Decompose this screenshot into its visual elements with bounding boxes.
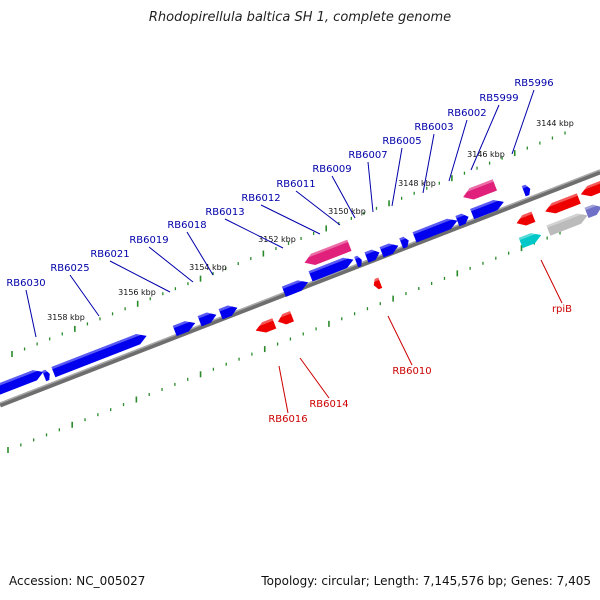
topology-summary: Topology: circular; Length: 7,145,576 bp… xyxy=(261,574,591,588)
forward-gene-13[interactable] xyxy=(412,215,460,243)
reverse-gene-2[interactable] xyxy=(276,311,294,327)
gene-features xyxy=(0,179,600,396)
label-rb5996-leader xyxy=(511,89,535,155)
label-rb6007-leader xyxy=(367,161,374,213)
label-rb6002-leader xyxy=(448,119,468,182)
grey-gene[interactable] xyxy=(546,210,589,236)
label-rb6021[interactable]: RB6021 xyxy=(90,249,129,260)
pink-gene-2[interactable] xyxy=(460,179,498,202)
label-rb6030-leader xyxy=(25,289,37,338)
label-rb6009-leader xyxy=(331,175,356,219)
forward-gene-9[interactable] xyxy=(354,254,364,268)
label-rpib-leader xyxy=(540,259,563,304)
cyan-gene[interactable] xyxy=(518,229,543,249)
forward-gene-8[interactable] xyxy=(308,254,356,282)
label-rb6010-leader xyxy=(387,315,413,366)
forward-gene-12[interactable] xyxy=(399,235,410,249)
label-rb6019[interactable]: RB6019 xyxy=(129,235,168,246)
forward-gene-15[interactable] xyxy=(470,196,506,220)
label-rb6025-leader xyxy=(69,274,100,317)
forward-gene-6[interactable] xyxy=(218,302,240,320)
label-rb6013-leader xyxy=(224,218,284,249)
label-rb6012[interactable]: RB6012 xyxy=(241,193,280,204)
label-rpib[interactable]: rpiB xyxy=(552,304,572,315)
label-rb6013[interactable]: RB6013 xyxy=(205,207,244,218)
label-rb6003[interactable]: RB6003 xyxy=(414,122,453,133)
label-rb6007[interactable]: RB6007 xyxy=(348,150,387,161)
label-rb6018-leader xyxy=(186,231,214,276)
label-rb6016-leader xyxy=(278,365,289,414)
label-rb5999-leader xyxy=(470,104,500,171)
label-rb6014[interactable]: RB6014 xyxy=(309,399,348,410)
forward-gene-2[interactable] xyxy=(42,368,52,382)
kbp-label: 3148 kbp xyxy=(398,179,436,188)
reverse-gene-3[interactable] xyxy=(371,277,383,291)
label-rb6011[interactable]: RB6011 xyxy=(276,179,315,190)
violet-gene[interactable] xyxy=(584,201,600,219)
label-rb6005-leader xyxy=(391,147,403,207)
pink-gene-1[interactable] xyxy=(302,239,352,269)
label-rb6012-leader xyxy=(260,204,321,235)
kbp-label: 3156 kbp xyxy=(118,288,156,297)
kbp-label: 3150 kbp xyxy=(328,207,366,216)
label-rb6019-leader xyxy=(148,246,194,283)
kbp-label: 3146 kbp xyxy=(467,150,505,159)
label-rb5996[interactable]: RB5996 xyxy=(514,78,553,89)
forward-gene-10[interactable] xyxy=(364,247,381,263)
label-rb6030[interactable]: RB6030 xyxy=(6,278,45,289)
forward-gene-11[interactable] xyxy=(379,240,401,258)
forward-gene-3[interactable] xyxy=(51,330,148,378)
reverse-gene-4[interactable] xyxy=(514,211,536,229)
label-rb6016[interactable]: RB6016 xyxy=(268,414,307,425)
label-rb6014-leader xyxy=(299,357,330,399)
kbp-label: 3144 kbp xyxy=(536,119,574,128)
tick-rows xyxy=(7,131,566,453)
label-rb5999[interactable]: RB5999 xyxy=(479,93,518,104)
forward-gene-14[interactable] xyxy=(455,211,470,227)
kbp-label: 3152 kbp xyxy=(258,235,296,244)
label-rb6025[interactable]: RB6025 xyxy=(50,263,89,274)
map-title: Rhodopirellula baltica SH 1, complete ge… xyxy=(148,10,452,25)
label-rb6018[interactable]: RB6018 xyxy=(167,220,206,231)
reverse-gene-5[interactable] xyxy=(543,193,581,216)
forward-gene-16[interactable] xyxy=(521,183,533,197)
label-rb6003-leader xyxy=(422,133,435,194)
reverse-gene-1[interactable] xyxy=(253,318,277,335)
forward-gene-5[interactable] xyxy=(197,309,219,327)
label-rb6009[interactable]: RB6009 xyxy=(312,164,351,175)
label-rb6010[interactable]: RB6010 xyxy=(392,366,431,377)
label-rb6005[interactable]: RB6005 xyxy=(382,136,421,147)
forward-gene-7[interactable] xyxy=(281,277,310,297)
label-rb6002[interactable]: RB6002 xyxy=(447,108,486,119)
gene-labels: 3144 kbp 3146 kbp 3148 kbp 3150 kbp 3152 kbp… xyxy=(6,78,573,425)
reverse-gene-6[interactable] xyxy=(578,180,600,200)
label-rb6021-leader xyxy=(109,260,171,293)
forward-gene-1[interactable] xyxy=(0,366,45,396)
kbp-label: 3158 kbp xyxy=(47,313,85,322)
label-rb6011-leader xyxy=(295,190,341,226)
forward-gene-4[interactable] xyxy=(172,317,197,337)
accession-text: Accession: NC_005027 xyxy=(9,574,146,588)
